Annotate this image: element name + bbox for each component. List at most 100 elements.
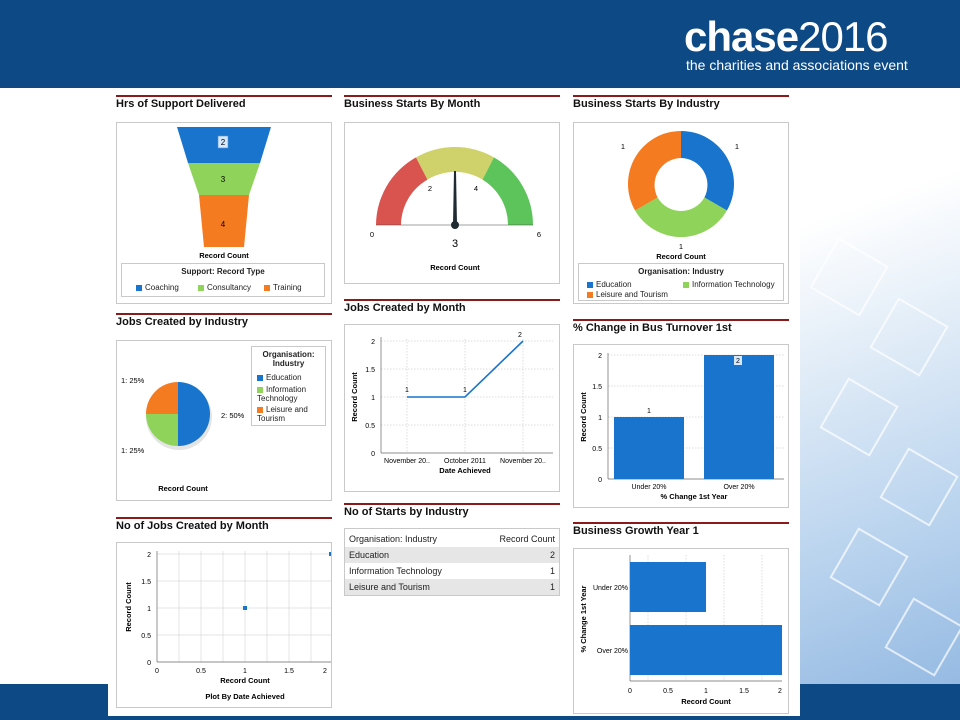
chart-box[interactable]: 2 1.5 1 0.5 0 0 0.5 1 1.5 2 Record Count… [116, 542, 334, 708]
dashboard: Hrs of Support Delivered 2 3 4 Record Co… [108, 88, 800, 716]
x-tick-label: November 20.. [384, 458, 430, 465]
donut-slice-education[interactable] [681, 131, 735, 211]
legend: Organisation: Industry Education Informa… [251, 346, 326, 426]
pie-slice-information-technology[interactable] [146, 414, 178, 446]
x-tick-label: Under 20% [631, 484, 666, 491]
slice-label: 2: 50% [221, 411, 245, 420]
x-tick-label: November 20.. [500, 458, 546, 465]
chart-box[interactable]: 0 6 2 4 3 Record Count [344, 122, 560, 284]
legend-item-education[interactable]: Education [587, 280, 632, 289]
logo-year: 2016 [798, 13, 888, 60]
y-tick-label: 0.5 [592, 446, 602, 453]
cell-industry: Education [349, 550, 390, 560]
funnel-label-bg [217, 135, 229, 149]
gauge-tick-label: 4 [474, 184, 478, 193]
line-chart: 2 1.5 1 0.5 0 November 20.. October 2011… [350, 332, 553, 475]
legend-swatch [136, 284, 142, 291]
legend-item-leisure-tourism[interactable]: Leisure and Tourism [257, 405, 321, 423]
y-axis-title: Record Count [579, 392, 588, 442]
chart-box[interactable]: 2 3 4 Record Count Support: Record Type … [116, 122, 332, 304]
table-row[interactable]: Information Technology 1 [345, 563, 559, 579]
header-bar: chase2016 the charities and associations… [0, 0, 960, 88]
chart-box[interactable]: 1 2 2 1.5 1 0.5 0 Under 20% Over 20% % C… [573, 344, 789, 508]
funnel-segment-training[interactable] [199, 195, 249, 247]
x-tick-label: 1.5 [284, 668, 294, 675]
bar-over-20[interactable] [704, 355, 774, 479]
chart-box[interactable]: 2 1.5 1 0.5 0 November 20.. October 2011… [344, 324, 560, 492]
bar-under-20[interactable] [614, 417, 684, 479]
x-axis-title: % Change 1st Year [661, 492, 728, 501]
legend-item-information-technology[interactable]: Information Technology [683, 280, 775, 289]
pie-slice-leisure-tourism[interactable] [146, 382, 178, 414]
gauge-max-label: 6 [537, 230, 541, 239]
legend-label: Leisure and Tourism [596, 290, 668, 299]
bar-chart: 1 2 2 1.5 1 0.5 0 Under 20% Over 20% % C… [579, 353, 784, 501]
y-axis-title: Record Count [350, 372, 359, 422]
hexagon-shape [869, 297, 949, 377]
data-table: Organisation: Industry Record Count Educ… [345, 529, 559, 595]
x-tick-label: 2 [323, 668, 327, 675]
legend-swatch [257, 406, 263, 413]
table-row[interactable]: Education 2 [345, 547, 559, 563]
axis-label: Record Count [656, 252, 706, 261]
legend-item-training[interactable]: Training [264, 283, 302, 292]
panel-jobs-by-industry: Jobs Created by Industry 1: 25% 2: 50% 1… [116, 313, 332, 502]
donut-slice-information-technology[interactable] [635, 197, 727, 238]
gauge-chart: 0 6 2 4 3 Record Count [370, 146, 541, 272]
cell-count: 1 [549, 566, 555, 576]
legend: Organisation: Industry Education Informa… [578, 263, 784, 301]
funnel-label: 4 [221, 220, 226, 229]
legend-item-leisure-tourism[interactable]: Leisure and Tourism [587, 290, 668, 299]
x-tick-label: 0 [155, 668, 159, 675]
x-tick-label: October 2011 [444, 458, 486, 465]
panel-title: Business Starts By Industry [573, 98, 720, 110]
table-row[interactable]: Leisure and Tourism 1 [345, 579, 559, 595]
slice-label: 1: 25% [121, 376, 145, 385]
axis-label: Record Count [199, 251, 249, 260]
donut-slice-leisure-tourism[interactable] [627, 131, 681, 211]
funnel-segment-consultancy[interactable] [188, 163, 260, 195]
legend-swatch [587, 281, 593, 288]
legend-item-information-technology[interactable]: Information Technology [257, 385, 321, 403]
hbar-chart: Under 20% Over 20% 0 0.5 1 1.5 2 Record … [579, 555, 782, 706]
legend-item-education[interactable]: Education [257, 373, 302, 382]
series-line[interactable] [407, 340, 524, 398]
panel-title: Jobs Created by Industry [116, 316, 249, 328]
point-label: 1 [405, 387, 409, 394]
bar-label: 2 [736, 358, 740, 365]
chart-box[interactable]: 1: 25% 2: 50% 1: 25% Record Count Organi… [116, 340, 332, 501]
scatter-point[interactable] [243, 606, 247, 610]
legend-item-coaching[interactable]: Coaching [136, 283, 179, 292]
x-tick-label: 1 [704, 688, 708, 695]
cell-count: 1 [549, 582, 555, 592]
panel-title: Hrs of Support Delivered [116, 98, 246, 110]
y-axis-title: % Change 1st Year [579, 585, 588, 652]
panel-title: Jobs Created by Month [344, 302, 466, 314]
y-tick-label: 0.5 [141, 633, 151, 640]
panel-starts-table: No of Starts by Industry Organisation: I… [344, 503, 560, 606]
legend-swatch [257, 374, 263, 381]
panel-rule [344, 299, 560, 301]
scatter-point[interactable] [329, 552, 333, 556]
pie-slice-education[interactable] [178, 382, 210, 446]
chart-box[interactable]: Under 20% Over 20% 0 0.5 1 1.5 2 Record … [573, 548, 789, 714]
x-tick-label: 1 [243, 668, 247, 675]
bar-label-bg [734, 356, 742, 365]
y-tick-label: 0 [147, 660, 151, 667]
bar-under-20[interactable] [630, 562, 706, 612]
gauge-min-label: 0 [370, 230, 374, 239]
y-tick-label: 1.5 [141, 579, 151, 586]
chart-box[interactable]: 1 1 1 Record Count Organisation: Industr… [573, 122, 789, 304]
panel-title: Business Starts By Month [344, 98, 481, 110]
x-tick-label: 0 [628, 688, 632, 695]
funnel-label: 3 [221, 175, 226, 184]
y-tick-label: 2 [147, 552, 151, 559]
legend-item-consultancy[interactable]: Consultancy [198, 283, 251, 292]
bar-over-20[interactable] [630, 625, 782, 675]
axis-label: Record Count [158, 484, 208, 493]
legend-label: Leisure and Tourism [257, 405, 308, 423]
point-label: 2 [518, 332, 522, 339]
grid [608, 354, 784, 449]
y-tick-label: 0.5 [365, 423, 375, 430]
axis-label: Record Count [430, 263, 480, 272]
